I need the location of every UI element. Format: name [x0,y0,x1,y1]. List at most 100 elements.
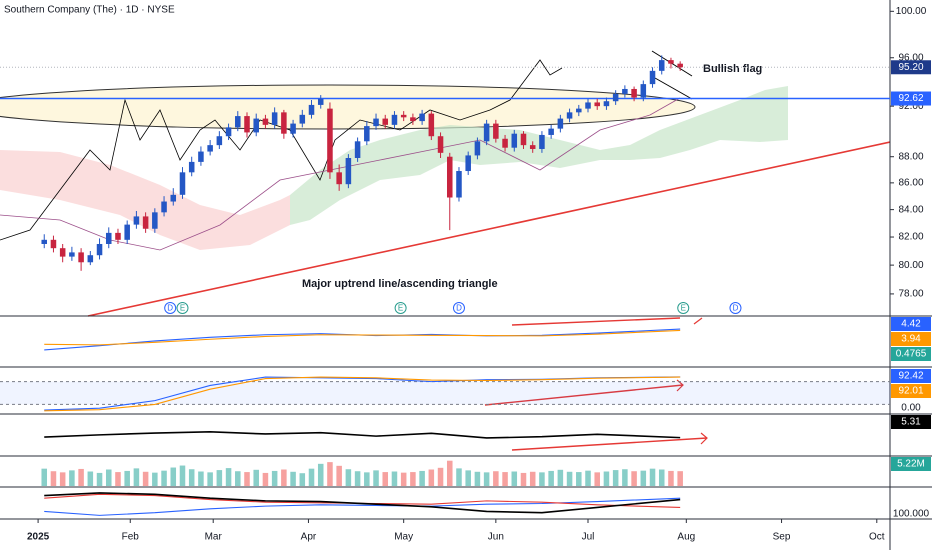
candle-body [161,201,167,213]
indicator-line [44,492,681,514]
candle-body [640,84,647,98]
value-label-box [891,384,931,398]
candle-body [520,133,527,146]
event-marker [677,302,690,314]
candle-body [225,127,232,137]
volume-bar [668,470,674,486]
candle-body [677,63,683,68]
flag-line [654,77,693,100]
volume-bar [566,471,573,486]
trend-arrow [511,437,708,451]
value-label: 5.22M [897,459,925,470]
candle-body [502,138,508,148]
trend-arrow [511,317,681,326]
x-tick-label: Oct [869,532,885,543]
volume-bar [198,471,204,486]
y-tick-label: 96.00 [898,52,923,63]
volume-bar [622,469,628,486]
candle-body [631,88,637,98]
volume-bar [281,469,287,486]
candle-body [391,114,398,125]
volume-bar [133,468,140,486]
event-marker [164,302,177,314]
candle-body [539,134,545,149]
pane-tick-label: 100.000 [893,509,930,520]
volume-bar [539,472,545,486]
volume-bar [244,472,250,486]
volume-bar [382,472,389,486]
volume-bar [308,468,315,486]
volume-bar [474,471,481,486]
value-label-box [891,347,931,361]
volume-bar [253,469,259,486]
value-label: 92.01 [898,386,923,397]
volume-bar [511,471,518,486]
candle-body [281,112,287,134]
event-label: D [167,304,173,313]
volume-bar [446,460,453,486]
trend-arrow [484,384,684,406]
candle-body [594,102,600,107]
event-label: E [180,304,185,313]
volume-bar [419,470,425,486]
candle-body [207,145,213,152]
volume-bar [640,470,647,486]
candle-body [336,172,342,185]
candle-body [345,158,352,185]
candle-body [78,252,84,263]
value-label: 5.31 [901,417,921,428]
volume-bar [677,471,683,486]
x-tick-label: Aug [677,532,695,543]
candle-body [50,239,57,249]
indicator-line [44,329,681,346]
volume-bar [317,463,324,486]
y-tick-label: 82.00 [898,232,923,243]
candle-body [576,108,582,113]
volume-bar [437,467,444,486]
volume-bar [373,470,379,486]
candle-body [253,118,259,133]
volume-bar [529,471,536,486]
candle-body [262,118,269,125]
event-marker [452,302,465,314]
candle-body [493,123,499,139]
candle-body [400,114,407,118]
x-tick-label: Feb [122,532,140,543]
volume-bar [105,469,112,486]
candle-body [566,112,573,119]
candle-body [308,104,315,115]
y-tick-label: 92.00 [898,101,923,112]
candle-body [244,116,250,133]
value-label: 3.94 [901,334,921,345]
candle-body [170,194,177,202]
price-label-box [891,91,931,106]
candle-body [87,255,94,263]
candle-body [179,172,186,195]
candle-body [557,118,564,129]
volume-bar [216,470,223,486]
candle-body [290,123,296,134]
y-tick-label: 84.00 [898,204,923,215]
candle-body [658,60,665,71]
candle-body [446,156,453,198]
price-label-box [891,60,931,75]
x-tick-label: Mar [205,532,223,543]
volume-bar [78,468,84,486]
volume-bar [585,470,591,486]
candle-body [529,145,536,149]
event-marker [729,302,742,314]
volume-bar [225,468,232,486]
candle-body [96,243,103,256]
candle-body [373,118,379,127]
x-tick-label: Jun [488,532,504,543]
volume-bar [87,471,94,486]
volume-bar [631,471,637,486]
event-label: E [398,304,403,313]
volume-bar [235,471,241,486]
value-label-box [891,332,931,346]
candle-body [548,128,554,135]
volume-bar [354,471,361,486]
volume-bar [161,470,167,486]
x-tick-label: Sep [773,532,791,543]
